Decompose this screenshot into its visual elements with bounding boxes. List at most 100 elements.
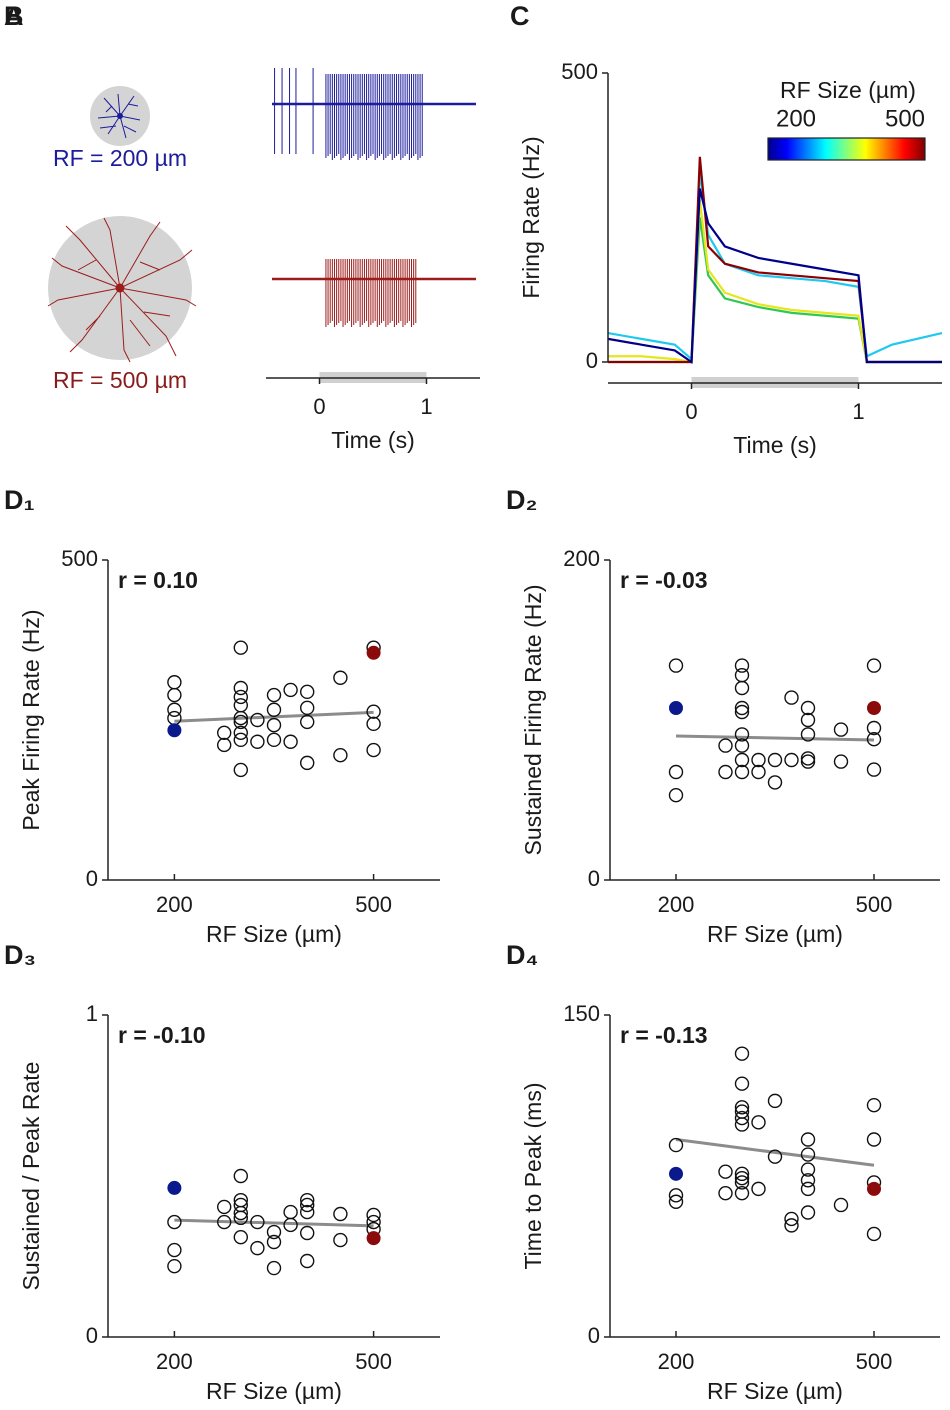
x-tick-label: 200	[658, 892, 695, 917]
data-point	[866, 720, 882, 736]
data-point	[734, 1100, 750, 1115]
data-point	[366, 742, 381, 758]
y-tick-label: 0	[588, 1323, 600, 1348]
y-tick-label: 1	[86, 1001, 98, 1026]
data-point	[800, 751, 816, 766]
data-point	[233, 1205, 249, 1221]
data-point	[734, 1046, 750, 1061]
y-tick-label: 500	[61, 546, 98, 571]
fit-line	[174, 1218, 374, 1228]
data-point	[668, 788, 684, 803]
data-point	[167, 1214, 182, 1230]
data-point	[751, 1181, 766, 1197]
data-point	[800, 727, 816, 742]
data-point	[233, 689, 249, 705]
data-point	[300, 1197, 315, 1213]
data-point	[300, 684, 315, 700]
highlight-point	[669, 701, 683, 715]
x-axis-label: Time (s)	[733, 432, 816, 458]
data-point	[233, 1229, 249, 1245]
data-point	[266, 702, 282, 717]
data-point	[233, 640, 249, 655]
data-point	[366, 704, 381, 719]
y-axis-label: Sustained Firing Rate (Hz)	[520, 585, 546, 856]
data-point	[266, 732, 282, 748]
data-point	[216, 1214, 232, 1230]
rate-line	[608, 217, 942, 364]
data-point	[266, 1224, 282, 1240]
x-axis-label: RF Size (µm)	[206, 921, 342, 947]
fit-line	[675, 1138, 875, 1167]
x-tick-label: 0	[685, 399, 697, 424]
highlight-point	[867, 1181, 881, 1196]
highlight-point	[167, 1180, 182, 1195]
data-point	[800, 1181, 816, 1197]
fit-line	[675, 734, 875, 742]
panel-label: D₄	[506, 940, 538, 970]
highlight-point	[366, 645, 381, 660]
data-point	[233, 762, 249, 778]
data-point	[751, 1115, 766, 1130]
data-point	[718, 764, 733, 780]
highlight-point	[167, 723, 182, 738]
data-point	[366, 716, 381, 732]
annotation: r = -0.03	[620, 567, 708, 593]
data-point	[167, 702, 182, 717]
annotation: r = 0.10	[118, 567, 198, 593]
data-point	[333, 670, 348, 685]
annotation: r = -0.10	[118, 1022, 206, 1048]
x-tick-label: 500	[355, 1349, 392, 1374]
colorbar	[767, 137, 926, 161]
y-tick-label: 200	[563, 546, 600, 571]
data-point	[833, 722, 849, 737]
data-point	[366, 1207, 381, 1223]
data-point	[800, 1205, 816, 1220]
data-point	[283, 682, 298, 698]
data-point	[216, 725, 232, 740]
data-point	[167, 1258, 182, 1274]
data-point	[734, 764, 750, 780]
x-tick-label: 500	[856, 1349, 893, 1374]
highlight-point	[669, 1166, 683, 1181]
data-point	[866, 658, 882, 673]
data-point	[167, 710, 182, 726]
data-point	[300, 1253, 315, 1269]
data-point	[250, 712, 265, 728]
data-point	[167, 675, 182, 690]
large-cell	[47, 216, 197, 363]
data-point	[800, 1162, 816, 1177]
data-point	[866, 1226, 882, 1242]
data-point	[233, 1168, 249, 1184]
y-tick-label: 0	[586, 348, 598, 373]
data-point	[800, 1147, 816, 1162]
data-point	[233, 725, 249, 740]
data-point	[734, 1175, 750, 1190]
data-point	[300, 714, 315, 730]
data-point	[784, 1211, 799, 1227]
rate-line	[607, 188, 942, 365]
rate-line	[607, 171, 943, 362]
data-point	[668, 658, 684, 673]
rate-line	[608, 200, 942, 364]
data-point	[266, 717, 282, 733]
data-point	[767, 1093, 783, 1109]
colorbar-tick-label: 500	[885, 105, 925, 132]
data-point	[283, 1204, 298, 1220]
highlight-point	[867, 701, 881, 715]
data-point	[266, 1234, 282, 1250]
x-tick-label: 500	[856, 892, 893, 917]
data-point	[216, 1199, 232, 1215]
y-tick-label: 0	[86, 866, 98, 891]
data-point	[283, 1217, 298, 1233]
data-point	[866, 732, 882, 747]
x-axis-label: RF Size (µm)	[707, 921, 843, 947]
data-point	[734, 704, 750, 720]
rate-line	[608, 156, 942, 364]
panel-label: D₁	[4, 485, 35, 515]
panel-label: A	[4, 1, 24, 31]
data-point	[233, 1210, 249, 1226]
panel-label: D₂	[506, 485, 538, 515]
data-point	[866, 1132, 882, 1147]
x-axis-label: RF Size (µm)	[707, 1378, 843, 1404]
